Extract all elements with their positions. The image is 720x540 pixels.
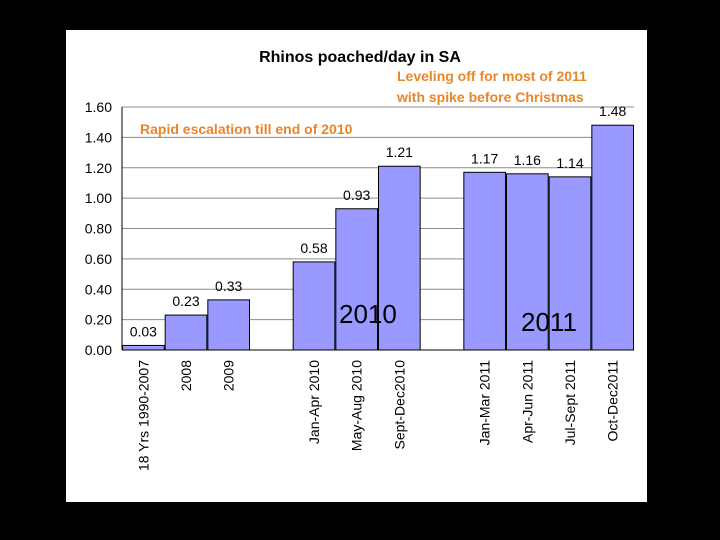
x-tick-label: May-Aug 2010 [349,360,365,451]
bar [506,173,549,351]
y-tick-label: 1.60 [85,99,112,115]
x-tick-label: Oct-Dec2011 [605,360,621,442]
bar [292,261,336,351]
annotation-2011: 2011 [521,307,577,337]
data-label: 1.16 [514,152,541,168]
x-tick-label: 2008 [178,360,194,391]
chart-title: Rhinos poached/day in SA [259,49,461,66]
y-tick-label: 0.20 [85,312,112,328]
bar [207,299,250,351]
annotation-2010: 2010 [339,299,397,329]
bar [378,165,421,351]
x-tick-label: Jan-Apr 2010 [306,360,322,444]
x-tick-label: Sept-Dec2010 [391,360,407,450]
data-label: 1.48 [599,103,626,119]
data-label: 0.03 [130,323,157,339]
data-label: 1.17 [471,150,498,166]
y-tick-label: 1.20 [85,160,112,176]
data-label: 0.33 [215,278,242,294]
y-tick-label: 0.80 [85,221,112,237]
data-label: 0.58 [300,240,327,256]
y-tick-label: 0.60 [85,251,112,267]
annotation-spike-christmas: with spike before Christmas [396,89,584,105]
x-tick-label: 2009 [221,360,237,391]
annotation-rapid-escalation: Rapid escalation till end of 2010 [140,121,353,137]
bar [164,314,208,351]
x-tick-label: Jan-Mar 2011 [477,360,493,446]
x-tick-label: 18 Yrs 1990-2007 [135,360,151,471]
bar [591,124,634,351]
y-tick-label: 0.40 [85,281,112,297]
x-tick-label: Jul-Sept 2011 [562,360,578,446]
x-tick-label: Apr-Jun 2011 [519,360,535,443]
bar [463,171,507,351]
data-label: 1.21 [386,144,413,160]
bar [548,176,592,351]
bar [122,344,165,351]
data-label: 1.14 [556,155,583,171]
data-label: 0.23 [172,293,199,309]
bar [335,208,379,351]
annotation-leveling-off: Leveling off for most of 2011 [397,68,587,84]
y-tick-label: 0.00 [85,342,112,358]
data-label: 0.93 [343,187,370,203]
y-tick-label: 1.40 [85,129,112,145]
y-tick-label: 1.00 [85,190,112,206]
